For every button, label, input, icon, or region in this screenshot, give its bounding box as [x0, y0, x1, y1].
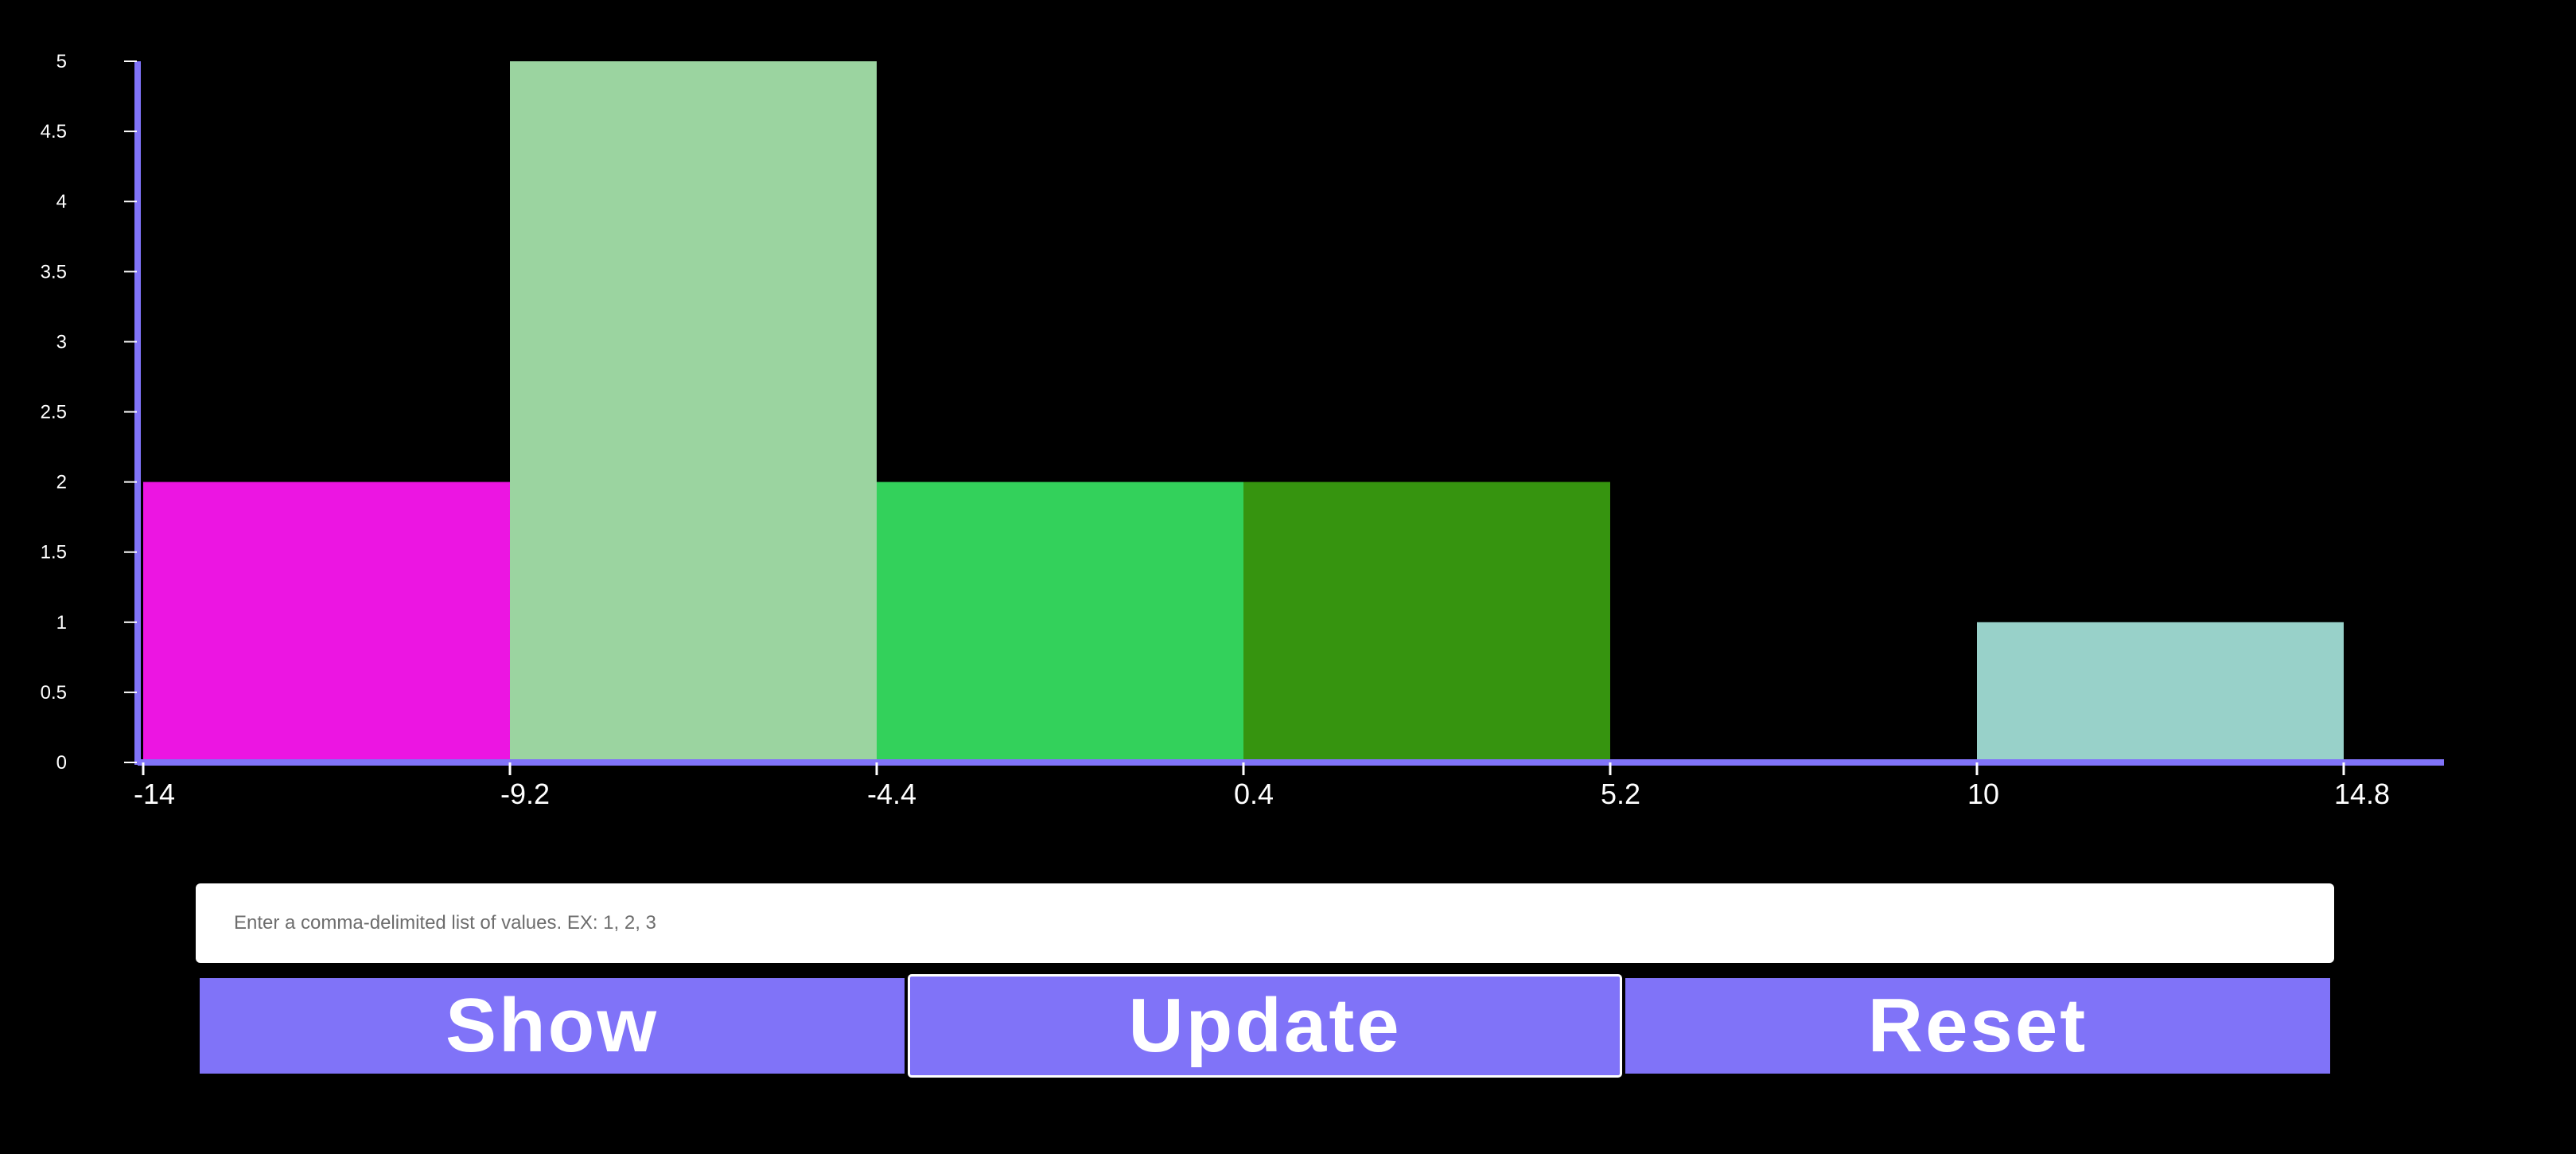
update-button[interactable]: Update [908, 974, 1622, 1078]
x-tick-label: -4.4 [867, 778, 916, 810]
y-tick-label: 5 [56, 51, 67, 72]
x-tick-label: 10 [1967, 778, 1999, 810]
bars-layer [143, 61, 2344, 762]
histogram-bar [510, 61, 877, 762]
histogram-bar [143, 481, 510, 762]
y-tick-label: 1.5 [41, 542, 67, 563]
histogram-bar [877, 481, 1243, 762]
x-tick-label: 5.2 [1601, 778, 1640, 810]
histogram-chart: 0 0.5 1 1.5 2 2.5 3 3.5 4 4.5 5 -14 -9.2 -4.4 0.4 5.2 1… [41, 51, 2444, 810]
y-tick-label: 2.5 [41, 402, 67, 423]
x-tick-label: -9.2 [500, 778, 550, 810]
y-axis: 0 0.5 1 1.5 2 2.5 3 3.5 4 4.5 5 [41, 51, 141, 774]
histogram-svg: 0 0.5 1 1.5 2 2.5 3 3.5 4 4.5 5 -14 -9.2 -4.4 0.4 5.2 1… [41, 51, 2444, 810]
y-tick-label: 2 [56, 472, 67, 493]
values-input[interactable] [196, 883, 2334, 963]
x-tick-label: -14 [134, 778, 175, 810]
histogram-bar [1977, 622, 2344, 762]
x-axis: -14 -9.2 -4.4 0.4 5.2 10 14.8 [134, 759, 2444, 810]
y-tick-label: 0 [56, 752, 67, 774]
reset-button[interactable]: Reset [1625, 978, 2330, 1074]
y-tick-label: 4 [56, 191, 67, 212]
y-tick-label: 1 [56, 612, 67, 634]
x-tick-label: 14.8 [2334, 778, 2390, 810]
y-tick-label: 3.5 [41, 261, 67, 283]
histogram-bar [1243, 481, 1610, 762]
y-tick-label: 0.5 [41, 682, 67, 704]
y-tick-label: 4.5 [41, 121, 67, 142]
show-button[interactable]: Show [200, 978, 905, 1074]
y-tick-label: 3 [56, 331, 67, 353]
x-tick-label: 0.4 [1234, 778, 1274, 810]
